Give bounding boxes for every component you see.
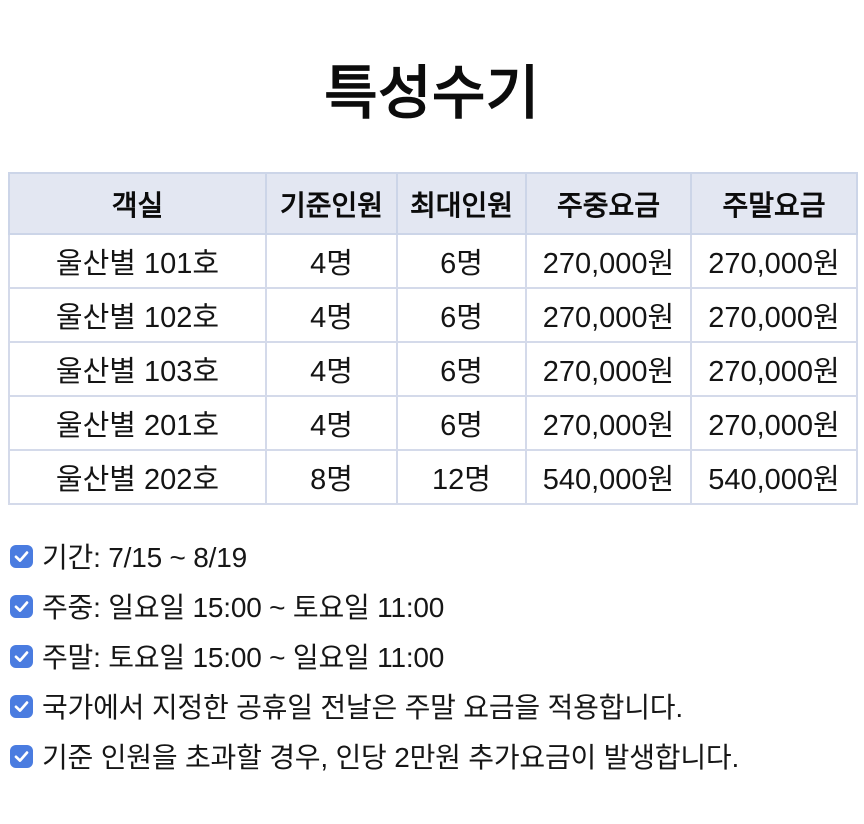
table-row: 울산별 202호 8명 12명 540,000원 540,000원 [8, 449, 858, 505]
checked-checkbox-icon[interactable] [10, 544, 33, 568]
cell-weekday-rate: 270,000원 [525, 341, 692, 397]
table-row: 울산별 201호 4명 6명 270,000원 270,000원 [8, 395, 858, 451]
cell-room: 울산별 201호 [8, 395, 267, 451]
cell-max-occupancy: 6명 [396, 287, 527, 343]
cell-weekday-rate: 270,000원 [525, 287, 692, 343]
cell-base-occupancy: 8명 [265, 449, 398, 505]
table-row: 울산별 103호 4명 6명 270,000원 270,000원 [8, 341, 858, 397]
cell-room: 울산별 101호 [8, 233, 267, 289]
cell-base-occupancy: 4명 [265, 287, 398, 343]
cell-base-occupancy: 4명 [265, 233, 398, 289]
note-text: 주말: 토요일 15:00 ~ 일요일 11:00 [42, 642, 445, 673]
checked-checkbox-icon[interactable] [10, 744, 33, 768]
header-weekend-rate: 주말요금 [690, 172, 858, 235]
cell-weekend-rate: 540,000원 [690, 449, 858, 505]
cell-weekend-rate: 270,000원 [690, 287, 858, 343]
header-base-occupancy: 기준인원 [265, 172, 398, 235]
cell-weekend-rate: 270,000원 [690, 395, 858, 451]
header-max-occupancy: 최대인원 [396, 172, 527, 235]
cell-max-occupancy: 12명 [396, 449, 527, 505]
cell-max-occupancy: 6명 [396, 395, 527, 451]
note-item-weekday-hours: 주중: 일요일 15:00 ~ 토요일 11:00 [10, 581, 864, 631]
note-item-weekend-hours: 주말: 토요일 15:00 ~ 일요일 11:00 [10, 631, 864, 681]
cell-weekend-rate: 270,000원 [690, 341, 858, 397]
table-row: 울산별 101호 4명 6명 270,000원 270,000원 [8, 233, 858, 289]
checked-checkbox-icon[interactable] [10, 594, 33, 618]
note-item-period: 기간: 7/15 ~ 8/19 [10, 531, 864, 581]
header-room: 객실 [8, 172, 267, 235]
cell-max-occupancy: 6명 [396, 233, 527, 289]
checked-checkbox-icon[interactable] [10, 644, 33, 668]
cell-max-occupancy: 6명 [396, 341, 527, 397]
room-rate-table: 객실 기준인원 최대인원 주중요금 주말요금 울산별 101호 4명 6명 27… [8, 172, 858, 505]
cell-weekday-rate: 270,000원 [525, 395, 692, 451]
cell-room: 울산별 102호 [8, 287, 267, 343]
table-header-row: 객실 기준인원 최대인원 주중요금 주말요금 [8, 172, 858, 235]
cell-base-occupancy: 4명 [265, 395, 398, 451]
room-rate-table-wrap: 객실 기준인원 최대인원 주중요금 주말요금 울산별 101호 4명 6명 27… [8, 172, 858, 505]
note-item-extra-charge: 기준 인원을 초과할 경우, 인당 2만원 추가요금이 발생합니다. [10, 731, 864, 781]
note-text: 기준 인원을 초과할 경우, 인당 2만원 추가요금이 발생합니다. [42, 742, 740, 773]
note-text: 국가에서 지정한 공휴일 전날은 주말 요금을 적용합니다. [42, 692, 683, 723]
table-row: 울산별 102호 4명 6명 270,000원 270,000원 [8, 287, 858, 343]
cell-room: 울산별 202호 [8, 449, 267, 505]
cell-room: 울산별 103호 [8, 341, 267, 397]
cell-base-occupancy: 4명 [265, 341, 398, 397]
note-item-holiday-rate: 국가에서 지정한 공휴일 전날은 주말 요금을 적용합니다. [10, 681, 864, 731]
cell-weekday-rate: 540,000원 [525, 449, 692, 505]
checked-checkbox-icon[interactable] [10, 694, 33, 718]
cell-weekday-rate: 270,000원 [525, 233, 692, 289]
note-text: 기간: 7/15 ~ 8/19 [42, 542, 247, 573]
notes-list: 기간: 7/15 ~ 8/19 주중: 일요일 15:00 ~ 토요일 11:0… [10, 531, 864, 781]
note-text: 주중: 일요일 15:00 ~ 토요일 11:00 [42, 592, 445, 623]
page-title: 특성수기 [324, 61, 540, 126]
page: 특성수기 객실 기준인원 최대인원 주중요금 주말요금 울산별 101호 4명 [0, 40, 864, 824]
cell-weekend-rate: 270,000원 [690, 233, 858, 289]
header-weekday-rate: 주중요금 [525, 172, 692, 235]
